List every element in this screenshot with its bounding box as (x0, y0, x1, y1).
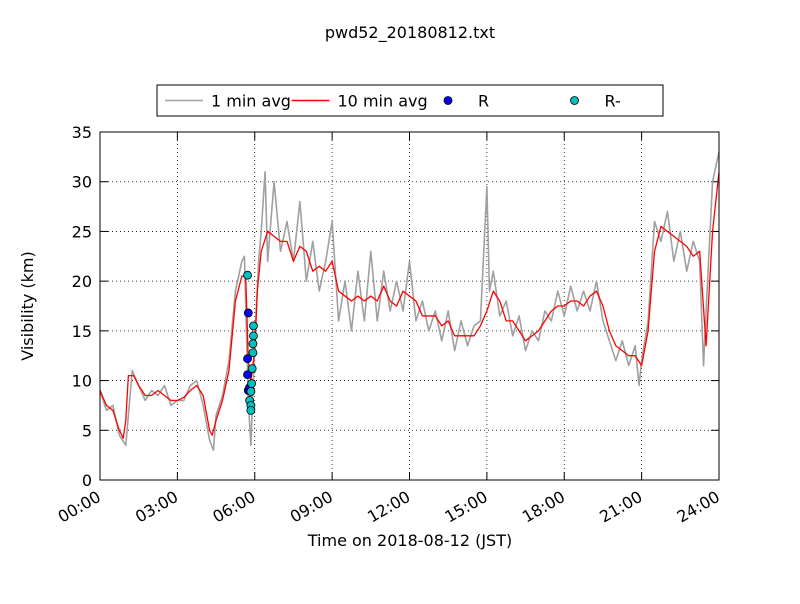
plot-frame (99, 131, 720, 481)
marker (248, 348, 258, 358)
marker (249, 331, 258, 341)
marker (247, 379, 257, 388)
line (99, 171, 720, 439)
legend-label: R- (605, 92, 621, 111)
y-tick-label: 0 (82, 471, 92, 490)
y-tick-label: 15 (72, 322, 92, 341)
y-tick-label: 10 (72, 372, 92, 391)
marker (248, 339, 258, 349)
legend-label: 1 min avg (211, 92, 291, 111)
y-axis-label: Visibility (km) (18, 251, 37, 360)
y-tick-label: 5 (82, 421, 92, 440)
y-tick-label: 35 (72, 123, 92, 142)
y-tick-label: 25 (72, 222, 92, 241)
marker (243, 308, 253, 318)
line (99, 151, 720, 451)
y-tick-label: 30 (72, 173, 92, 192)
marker (247, 364, 257, 374)
y-tick-label: 20 (72, 272, 92, 291)
legend-label: R (478, 92, 489, 111)
marker (243, 354, 252, 364)
legend-label: 10 min avg (338, 92, 428, 111)
x-axis-label: Time on 2018-08-12 (JST) (307, 531, 512, 550)
legend-marker (443, 96, 453, 105)
marker (243, 270, 252, 280)
marker (249, 321, 258, 331)
chart-title: pwd52_20180812.txt (325, 23, 495, 43)
marker (246, 405, 256, 415)
marker (246, 387, 256, 396)
marker (243, 370, 252, 380)
legend-marker (570, 96, 579, 105)
